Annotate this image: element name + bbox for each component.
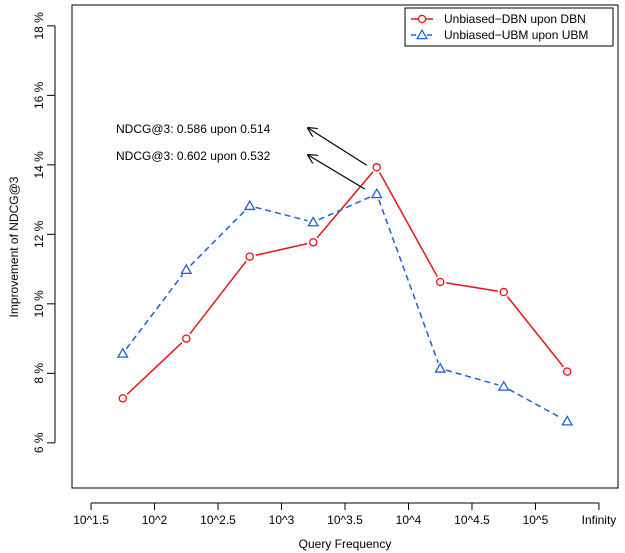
legend-marker [416, 28, 428, 40]
x-tick-label: 10^3.5 [327, 513, 363, 527]
data-point [370, 187, 383, 199]
series-segment [445, 369, 499, 386]
data-point [372, 163, 381, 172]
series-segment [125, 274, 184, 350]
x-tick-label: 10^4 [396, 513, 422, 527]
series-segment [189, 209, 247, 267]
data-point [435, 277, 445, 287]
y-tick-label: 18 % [32, 12, 46, 40]
x-tick-label: 10^3 [269, 513, 295, 527]
annotation-layer: NDCG@3: 0.586 upon 0.514 NDCG@3: 0.602 up… [116, 122, 368, 190]
y-tick-label: 6 % [32, 432, 46, 453]
series-segment [255, 206, 308, 222]
annotation-arrow [308, 128, 368, 166]
series-2 [116, 187, 574, 426]
series-segment [446, 282, 498, 292]
legend: Unbiased−DBN upon DBN Unbiased−UBM upon U… [404, 7, 614, 47]
x-axis-label: Query Frequency [299, 537, 392, 551]
legend-marker [417, 14, 427, 24]
data-point [499, 287, 508, 297]
data-point [561, 415, 574, 426]
y-tick-label: 8 % [32, 363, 46, 384]
series-segment [378, 172, 438, 278]
data-point [243, 199, 256, 211]
data-point [180, 263, 193, 275]
plot-frame [71, 4, 619, 489]
legend-label: Unbiased−DBN upon DBN [444, 12, 586, 26]
data-point [497, 380, 510, 391]
y-axis: 6 % 8 % 10 % 12 % 14 % 16 % 18 % [32, 12, 56, 453]
series-segment [126, 342, 183, 395]
data-point [434, 362, 447, 373]
y-tick-label: 12 % [32, 220, 46, 248]
series-segment [506, 296, 565, 368]
series-layer [116, 163, 574, 426]
x-tick-label: 10^2 [142, 513, 168, 527]
legend-item: Unbiased−UBM upon UBM [411, 28, 588, 42]
annotation-arrow [308, 155, 366, 190]
data-point [307, 216, 320, 227]
y-tick-label: 16 % [32, 81, 46, 109]
series-segment [508, 388, 563, 420]
data-point [182, 334, 191, 343]
legend-label: Unbiased−UBM upon UBM [444, 28, 588, 42]
data-point [562, 367, 572, 376]
data-point [309, 238, 318, 247]
series-segment [189, 260, 247, 335]
y-tick-label: 10 % [32, 290, 46, 318]
data-point [116, 347, 129, 358]
series-segment [318, 195, 372, 221]
x-tick-label: 10^2.5 [200, 513, 236, 527]
annotation-label: NDCG@3: 0.586 upon 0.514 [116, 122, 271, 136]
legend-box [404, 7, 614, 47]
data-point [118, 394, 128, 403]
x-tick-label: 10^4.5 [454, 513, 490, 527]
series-1 [118, 163, 572, 403]
y-tick-label: 14 % [32, 151, 46, 179]
y-axis-label: Improvement of NDCG@3 [7, 176, 21, 317]
x-axis: 10^1.5 10^2 10^2.5 10^3 10^3.5 10^4 10^4.5 10^5… [73, 502, 617, 527]
legend-item: Unbiased−DBN upon DBN [411, 12, 586, 26]
data-point [245, 252, 255, 261]
x-tick-label: 10^1.5 [73, 513, 109, 527]
series-segment [255, 242, 308, 256]
series-segment [378, 199, 439, 364]
series-segment [316, 171, 374, 239]
x-tick-label: 10^5 [523, 513, 549, 527]
x-tick-label: Infinity [582, 513, 617, 527]
annotation-label: NDCG@3: 0.602 upon 0.532 [116, 149, 271, 163]
